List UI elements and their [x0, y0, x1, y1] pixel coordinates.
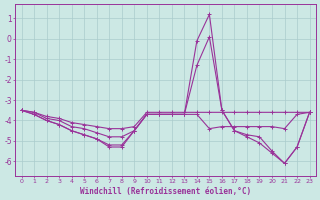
X-axis label: Windchill (Refroidissement éolien,°C): Windchill (Refroidissement éolien,°C): [80, 187, 251, 196]
